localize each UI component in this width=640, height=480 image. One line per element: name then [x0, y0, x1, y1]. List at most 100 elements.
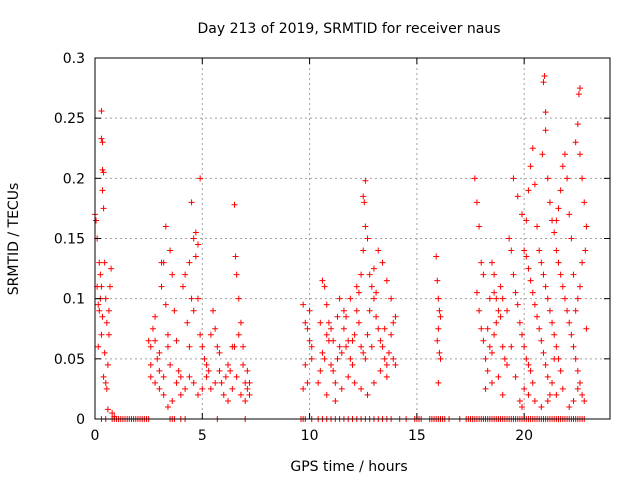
data-point: [240, 361, 247, 368]
data-point: [546, 391, 553, 398]
data-point: [534, 313, 541, 320]
data-point: [109, 409, 116, 416]
data-point: [188, 295, 195, 302]
data-point: [199, 343, 206, 350]
data-point: [190, 235, 197, 242]
data-point: [527, 367, 534, 374]
x-tick-label: 20: [515, 428, 533, 444]
data-point: [564, 175, 571, 182]
data-point: [192, 229, 199, 236]
data-point: [164, 403, 171, 410]
data-point: [98, 331, 105, 338]
data-point: [330, 337, 337, 344]
data-point: [237, 391, 244, 398]
data-point: [207, 385, 214, 392]
data-point: [321, 283, 328, 290]
data-point: [328, 325, 335, 332]
data-point: [574, 121, 581, 128]
data-point: [525, 187, 532, 194]
data-point: [93, 217, 100, 224]
data-point: [510, 271, 517, 278]
data-point: [570, 343, 577, 350]
data-point: [98, 283, 105, 290]
data-point: [195, 391, 201, 398]
data-point: [436, 349, 443, 356]
data-point: [182, 271, 189, 278]
data-point: [390, 319, 397, 326]
data-point: [370, 265, 377, 272]
data-point: [579, 259, 586, 266]
data-point: [216, 349, 223, 356]
data-point: [555, 205, 562, 212]
data-point: [353, 307, 360, 314]
data-point: [244, 385, 251, 392]
data-point: [232, 253, 239, 260]
data-point: [222, 373, 229, 380]
data-point: [383, 373, 390, 380]
data-point: [557, 187, 564, 194]
data-point: [319, 349, 326, 356]
data-point: [536, 247, 543, 254]
data-point: [540, 349, 547, 356]
data-point: [102, 295, 109, 302]
data-point: [542, 361, 549, 368]
data-point: [512, 289, 519, 296]
y-tick-label: 0.15: [54, 232, 85, 248]
data-point: [358, 385, 365, 392]
data-point: [555, 259, 562, 266]
data-point: [319, 277, 326, 284]
data-point: [107, 283, 114, 290]
data-point: [544, 373, 551, 380]
data-point: [541, 73, 548, 80]
data-point: [368, 283, 375, 290]
data-point: [205, 367, 212, 374]
data-point: [364, 391, 371, 398]
data-point: [383, 361, 390, 368]
data-point: [105, 331, 112, 338]
data-point: [225, 361, 232, 368]
data-point: [95, 343, 102, 350]
data-point: [175, 367, 182, 374]
data-point: [473, 289, 480, 296]
data-point: [540, 271, 547, 278]
y-tick-label: 0: [76, 412, 85, 428]
data-point: [366, 271, 373, 278]
data-point: [388, 331, 395, 338]
data-point: [332, 397, 339, 404]
data-point: [525, 391, 532, 398]
data-point: [434, 337, 441, 344]
y-tick-label: 0.3: [63, 51, 85, 67]
data-point: [491, 271, 498, 278]
data-point: [377, 337, 384, 344]
data-point: [525, 361, 532, 368]
data-point: [534, 223, 541, 230]
data-point: [220, 391, 227, 398]
data-point: [169, 397, 176, 404]
data-point: [349, 361, 356, 368]
data-point: [190, 379, 197, 386]
data-point: [362, 223, 369, 230]
data-point: [521, 247, 528, 254]
data-point: [575, 91, 582, 98]
data-point: [370, 379, 377, 386]
data-point: [145, 337, 152, 344]
data-point: [195, 241, 201, 248]
data-point: [227, 367, 234, 374]
data-point: [100, 205, 107, 212]
data-point: [493, 295, 500, 302]
data-point: [538, 259, 545, 266]
data-point: [370, 295, 377, 302]
data-point: [476, 223, 483, 230]
data-point: [368, 343, 375, 350]
data-point: [497, 283, 504, 290]
data-point: [347, 295, 354, 302]
data-point: [156, 349, 163, 356]
data-point: [519, 403, 526, 410]
data-point: [482, 385, 489, 392]
data-point: [197, 175, 204, 182]
data-point: [214, 343, 221, 350]
data-point: [568, 331, 575, 338]
data-point: [568, 235, 575, 242]
data-point: [523, 253, 530, 260]
data-point: [244, 367, 251, 374]
